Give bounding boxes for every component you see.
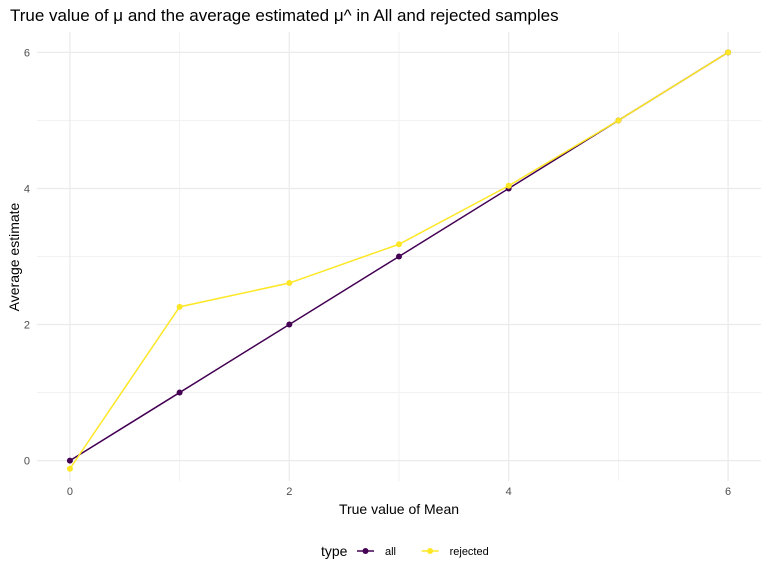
series-all-point [286, 321, 293, 328]
series [66, 49, 732, 472]
y-tick-label: 0 [24, 456, 30, 468]
chart-title: True value of μ and the average estimate… [10, 6, 559, 25]
series-rejected-point [725, 49, 732, 56]
series-rejected-point [396, 241, 402, 248]
series-rejected-point [615, 117, 622, 124]
legend-title: type [321, 543, 348, 559]
legend-rejected-point [427, 548, 434, 554]
legend-all-label: all [385, 546, 396, 558]
axis-ticks: 0 2 4 6 0 2 4 6 [24, 47, 731, 498]
series-all-point [176, 389, 183, 396]
x-tick-label: 2 [286, 486, 292, 498]
y-axis-label: Average estimate [6, 202, 22, 311]
series-all-point [66, 457, 73, 464]
y-tick-label: 2 [24, 320, 30, 332]
x-axis-label: True value of Mean [339, 501, 459, 517]
legend: type all rejected [321, 543, 489, 559]
x-tick-label: 6 [725, 486, 731, 498]
y-tick-label: 6 [24, 47, 30, 59]
series-all-point [396, 253, 402, 260]
series-rejected-point [66, 465, 73, 472]
series-rejected-point [286, 280, 293, 287]
series-rejected-point [176, 303, 183, 310]
legend-all-point [362, 548, 369, 554]
x-tick-label: 4 [506, 486, 512, 498]
series-rejected-point [505, 182, 512, 189]
x-tick-label: 0 [67, 486, 73, 498]
y-tick-label: 4 [24, 183, 30, 195]
legend-rejected-label: rejected [450, 546, 489, 558]
